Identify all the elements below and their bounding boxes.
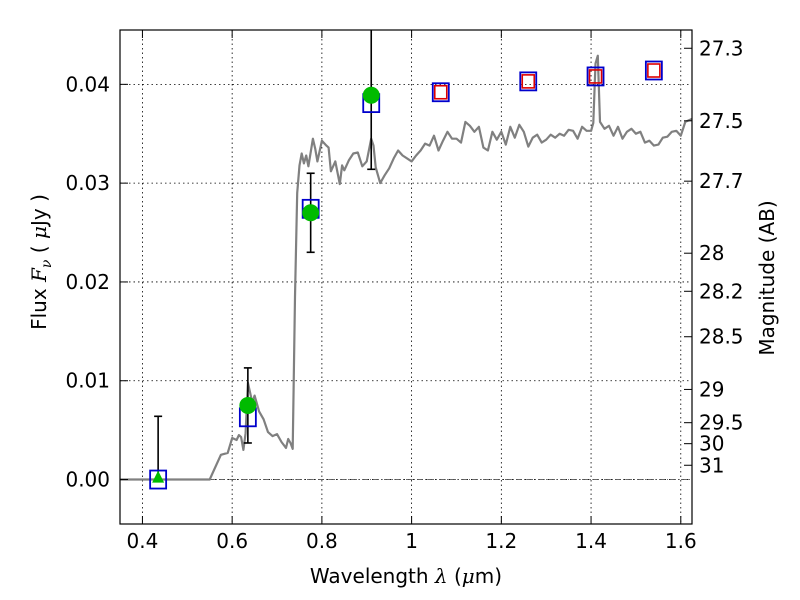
error-bars [154,30,376,478]
model-photometry-point [149,469,168,490]
y-tick-label: 0.04 [65,72,110,96]
model-photometry-point [431,82,450,103]
magnitude-tick-label: 30 [699,432,724,456]
x-tick-label: 1.2 [485,529,517,553]
predicted-point [433,84,448,100]
x-tick-label: 1.6 [665,529,697,553]
plot-frame [119,29,693,525]
observed-point [239,396,257,414]
y-axis-ticks: 0.00 0.01 0.02 0.03 0.04 [65,72,128,492]
model-photometry-point [519,71,538,92]
plot-border [119,29,693,525]
predicted-point [647,63,661,78]
x-tick-label: 0.6 [216,529,248,553]
magnitude-tick-label: 27.5 [699,109,744,133]
upper-limit-point [152,470,165,483]
predicted-points [433,63,661,100]
magnitude-tick-label: 28.2 [699,279,744,303]
y-tick-label: 0.01 [65,369,110,393]
model-spectrum [120,54,693,481]
spectrum-line [120,54,693,481]
x-axis-ticks: 0.4 0.6 0.8 1 1.2 1.4 1.6 [127,30,697,553]
x-tick-label: 0.8 [306,529,338,553]
predicted-point [521,74,536,89]
y-tick-label: 0.03 [65,171,110,195]
x-axis-label: Wavelength λ (μm) [310,564,502,588]
magnitude-tick-label: 29 [699,377,724,401]
observed-points [152,86,380,483]
x-tick-label: 1 [405,529,418,553]
x-tick-label: 1.4 [575,529,607,553]
observed-point [362,86,380,104]
x-tick-label: 0.4 [127,529,159,553]
y-tick-label: 0.00 [65,468,110,492]
magnitude-tick-label: 28 [699,241,724,265]
observed-point [302,204,320,222]
y-axis-label: Flux Fν ( μJy ) [27,194,55,330]
magnitude-axis-label: Magnitude (AB) [755,200,779,355]
model-photometry [149,60,663,490]
magnitude-tick-label: 27.7 [699,169,744,193]
predicted-point [588,69,603,84]
grid-lines [120,30,692,524]
magnitude-tick-label: 28.5 [699,325,744,349]
magnitude-tick-label: 31 [699,453,724,477]
magnitude-tick-label: 27.3 [699,36,744,60]
model-photometry-point [644,60,663,81]
y-tick-label: 0.02 [65,270,110,294]
magnitude-tick-label: 29.5 [699,411,744,435]
model-photometry-point [586,66,605,87]
